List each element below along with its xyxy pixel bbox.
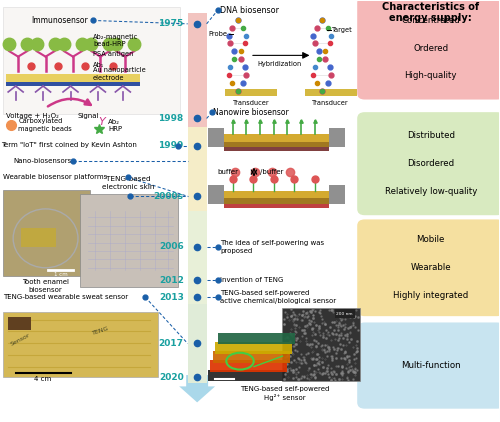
Bar xyxy=(224,204,329,208)
Text: /buffer: /buffer xyxy=(260,169,283,175)
Text: Transducer: Transducer xyxy=(312,100,349,106)
Bar xyxy=(212,351,290,363)
FancyBboxPatch shape xyxy=(3,190,90,276)
Text: PSA antigen: PSA antigen xyxy=(93,51,134,57)
Bar xyxy=(224,191,329,198)
Text: 1999: 1999 xyxy=(158,141,184,150)
Text: Ab₂: Ab₂ xyxy=(108,119,120,125)
FancyBboxPatch shape xyxy=(188,211,206,303)
Text: 2000s: 2000s xyxy=(154,192,184,201)
FancyBboxPatch shape xyxy=(3,7,180,114)
Text: Ab₁: Ab₁ xyxy=(93,62,104,68)
Bar xyxy=(218,333,295,344)
Text: Au nanoparticle
electrode: Au nanoparticle electrode xyxy=(93,67,146,81)
Text: The idea of self-powering was
proposed: The idea of self-powering was proposed xyxy=(220,240,324,254)
Bar xyxy=(6,74,140,82)
Text: HRP: HRP xyxy=(108,126,122,132)
Text: Invention of TENG: Invention of TENG xyxy=(220,277,284,284)
FancyBboxPatch shape xyxy=(3,312,158,377)
Bar xyxy=(224,142,329,147)
Text: Concentrated

Ordered

High-quality: Concentrated Ordered High-quality xyxy=(402,16,460,80)
Text: TENG-based
electronic skin: TENG-based electronic skin xyxy=(102,176,154,190)
Text: 2013: 2013 xyxy=(159,293,184,302)
Bar xyxy=(329,128,344,147)
Bar xyxy=(210,360,288,372)
Bar xyxy=(329,185,344,204)
Text: Wearable biosensor platforms: Wearable biosensor platforms xyxy=(3,174,108,180)
Text: Multi-function: Multi-function xyxy=(401,361,460,370)
FancyBboxPatch shape xyxy=(357,112,500,215)
Bar xyxy=(305,89,357,96)
Text: Transducer: Transducer xyxy=(232,100,270,106)
Text: 4 cm: 4 cm xyxy=(34,376,51,382)
FancyBboxPatch shape xyxy=(188,127,206,211)
FancyBboxPatch shape xyxy=(80,194,178,287)
Bar xyxy=(224,134,329,142)
Text: 2012: 2012 xyxy=(159,276,184,285)
FancyBboxPatch shape xyxy=(188,303,206,384)
Text: Term "IoT" first coined by Kevin Ashton: Term "IoT" first coined by Kevin Ashton xyxy=(0,142,136,148)
Text: buffer: buffer xyxy=(218,169,238,175)
Text: Tooth enamel
biosensor: Tooth enamel biosensor xyxy=(22,279,69,292)
Text: 1 cm: 1 cm xyxy=(54,273,68,277)
Text: Immunosensor: Immunosensor xyxy=(31,16,88,25)
FancyBboxPatch shape xyxy=(188,14,206,127)
Bar xyxy=(282,308,360,381)
Text: Nanowire biosensor: Nanowire biosensor xyxy=(212,108,288,116)
Text: 1 µm: 1 µm xyxy=(218,381,231,387)
FancyBboxPatch shape xyxy=(357,322,500,408)
Bar xyxy=(208,185,224,204)
Text: 2006: 2006 xyxy=(159,242,184,251)
Text: Mobile

Wearable

Highly integrated: Mobile Wearable Highly integrated xyxy=(393,235,468,300)
Text: TENG-based wearable sweat sensor: TENG-based wearable sweat sensor xyxy=(3,294,128,300)
Text: 1998: 1998 xyxy=(158,114,184,123)
Bar xyxy=(335,309,354,318)
Bar xyxy=(20,228,56,247)
Text: Distributed

Disordered

Relatively low-quality: Distributed Disordered Relatively low-qu… xyxy=(384,131,477,196)
Text: Ab₂-magnetic
bead-HRP: Ab₂-magnetic bead-HRP xyxy=(93,34,138,47)
Text: 1975: 1975 xyxy=(158,19,184,28)
Text: TENG-based self-powered
active chemical/biological sensor: TENG-based self-powered active chemical/… xyxy=(220,290,336,304)
Bar xyxy=(215,342,292,354)
Bar xyxy=(224,198,329,204)
Text: Sensor: Sensor xyxy=(10,332,32,346)
Bar xyxy=(208,128,224,147)
Text: Carboxylated
magnetic beads: Carboxylated magnetic beads xyxy=(18,118,72,132)
Text: Hybridization: Hybridization xyxy=(258,61,302,67)
Text: Voltage + H₂O₂: Voltage + H₂O₂ xyxy=(6,114,59,119)
Text: Probe: Probe xyxy=(208,31,228,37)
Text: TENG: TENG xyxy=(92,326,110,336)
Bar xyxy=(225,89,278,96)
FancyBboxPatch shape xyxy=(357,219,500,316)
Bar xyxy=(8,317,30,330)
Bar xyxy=(6,82,140,86)
Text: 2020: 2020 xyxy=(159,373,184,381)
Text: Target: Target xyxy=(332,27,353,33)
Bar xyxy=(224,147,329,151)
FancyArrow shape xyxy=(179,375,215,403)
Text: Y: Y xyxy=(98,117,104,127)
Text: TENG-based self-powered
Hg²⁺ sensor: TENG-based self-powered Hg²⁺ sensor xyxy=(240,386,330,401)
Text: Signal: Signal xyxy=(78,114,100,119)
Text: Nano-biosensors: Nano-biosensors xyxy=(13,158,72,164)
Text: DNA biosensor: DNA biosensor xyxy=(220,6,279,15)
Bar xyxy=(208,370,285,381)
Text: 2017: 2017 xyxy=(158,339,184,348)
FancyBboxPatch shape xyxy=(357,0,500,100)
Text: Characteristics of
energy supply:: Characteristics of energy supply: xyxy=(382,2,480,23)
Text: 200 nm: 200 nm xyxy=(336,311,353,316)
